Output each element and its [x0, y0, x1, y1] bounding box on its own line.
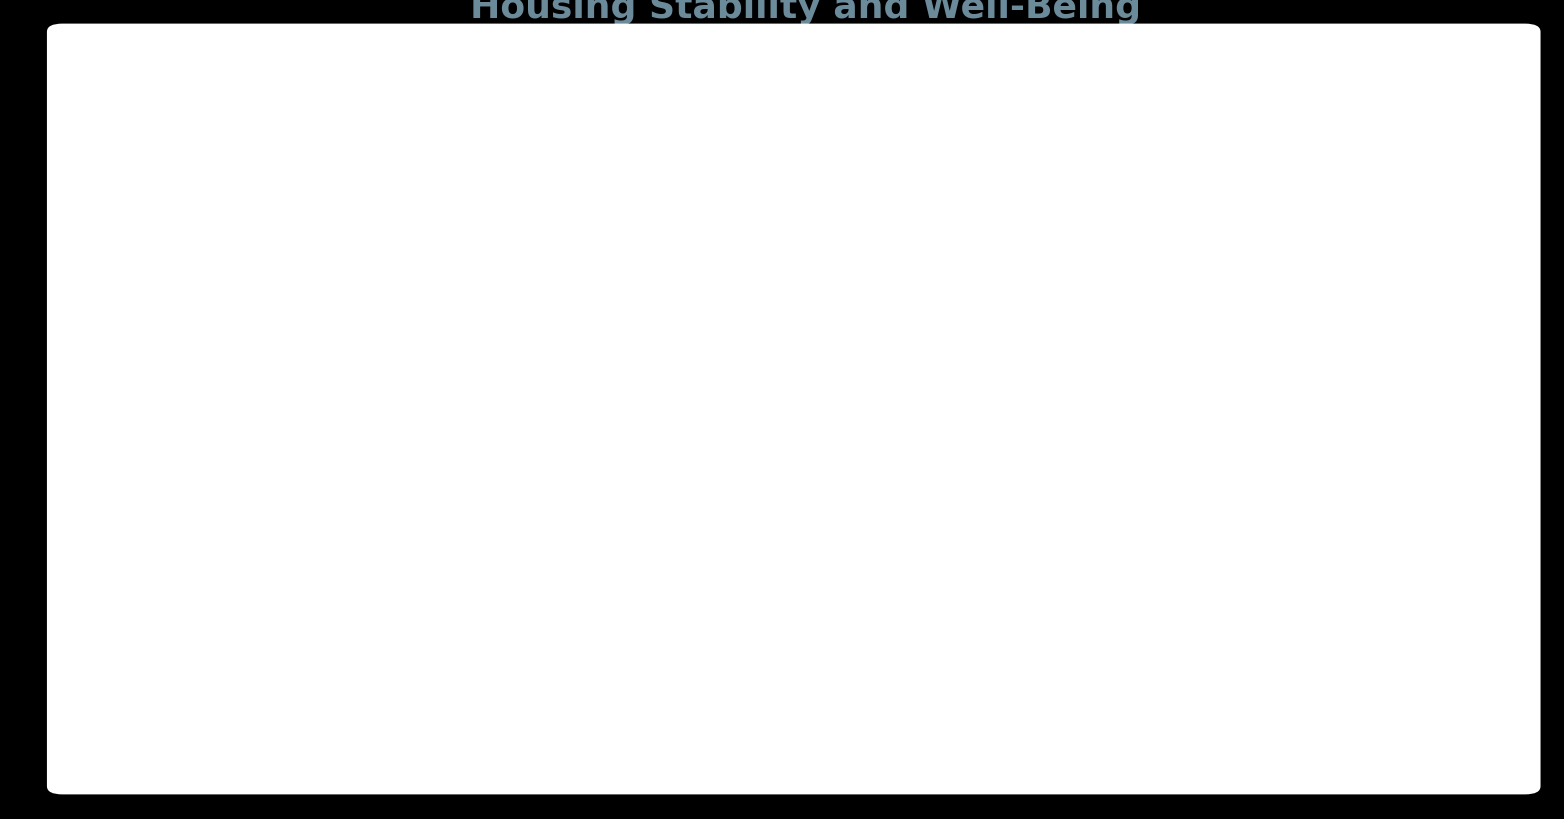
- Bar: [1292, 247, 1439, 672]
- Text: 91%: 91%: [762, 471, 849, 505]
- Bar: [732, 188, 879, 672]
- Text: 80%: 80%: [1322, 493, 1409, 527]
- Bar: [1012, 173, 1159, 672]
- Text: 94%: 94%: [1042, 465, 1129, 499]
- Bar: [172, 199, 319, 672]
- Title: Housing Stability and Well-Being
Survey Results: Housing Stability and Well-Being Survey …: [469, 0, 1142, 72]
- Bar: [452, 274, 599, 672]
- Text: 75%: 75%: [482, 504, 569, 537]
- Text: 89%: 89%: [202, 475, 289, 509]
